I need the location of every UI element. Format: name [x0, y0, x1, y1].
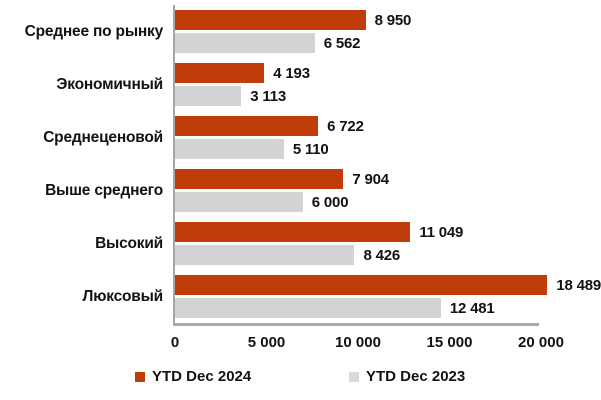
legend-item-ytd-dec-2023: YTD Dec 2023: [349, 368, 465, 385]
legend: YTD Dec 2024 YTD Dec 2023: [0, 368, 601, 388]
bar-line: 18 489: [175, 275, 601, 295]
bar-group: 7 904 6 000: [173, 164, 601, 217]
chart-rows: Среднее по рынку 8 950 6 562 Экономичный 4 1…: [0, 5, 601, 323]
legend-label: YTD Dec 2024: [152, 368, 252, 385]
bar-line: 3 113: [175, 86, 601, 106]
bar-line: 6 722: [175, 116, 601, 136]
bar-line: 6 000: [175, 192, 601, 212]
value-label: 5 110: [292, 140, 329, 158]
category-label: Среднеценовой: [43, 128, 163, 146]
bar-ytd-dec-2024: [175, 275, 548, 295]
bar-ytd-dec-2023: [175, 298, 441, 318]
bar-ytd-dec-2023: [175, 245, 355, 265]
category-label: Люксовый: [82, 287, 164, 305]
category-label: Экономичный: [56, 75, 163, 93]
chart-row: Люксовый 18 489 12 481: [0, 270, 601, 323]
x-tick: 5 000: [247, 334, 286, 351]
bar-ytd-dec-2024: [175, 222, 411, 242]
bar-ytd-dec-2024: [175, 169, 344, 189]
chart-row: Выше среднего 7 904 6 000: [0, 164, 601, 217]
value-label: 6 000: [311, 193, 349, 211]
value-label: 18 489: [556, 276, 601, 294]
x-tick: 20 000: [518, 334, 564, 351]
category-label: Выше среднего: [45, 181, 163, 199]
chart-row: Среднеценовой 6 722 5 110: [0, 111, 601, 164]
x-axis-ticks: 0 5 000 10 000 15 000 20 000: [171, 334, 564, 356]
category-label: Высокий: [95, 234, 163, 252]
plot-area: Среднее по рынку 8 950 6 562 Экономичный 4 1…: [0, 5, 601, 388]
bar-group: 18 489 12 481: [173, 270, 601, 323]
value-label: 11 049: [419, 223, 464, 241]
legend-swatch-icon: [135, 371, 145, 382]
legend-item-ytd-dec-2024: YTD Dec 2024: [135, 368, 251, 385]
legend-swatch-icon: [349, 371, 359, 382]
chart-row: Высокий 11 049 8 426: [0, 217, 601, 270]
bar-group: 6 722 5 110: [173, 111, 601, 164]
bar-line: 6 562: [175, 33, 601, 53]
bar-line: 12 481: [175, 298, 601, 318]
value-label: 8 426: [363, 246, 401, 264]
bar-group: 11 049 8 426: [173, 217, 601, 270]
bar-ytd-dec-2024: [175, 10, 366, 30]
bar-line: 8 950: [175, 10, 601, 30]
chart-row: Среднее по рынку 8 950 6 562: [0, 5, 601, 58]
bar-ytd-dec-2024: [175, 116, 319, 136]
value-label: 7 904: [352, 170, 389, 188]
x-tick: 10 000: [335, 334, 381, 351]
bar-line: 8 426: [175, 245, 601, 265]
category-label: Среднее по рынку: [24, 22, 164, 40]
x-axis-line: [173, 323, 539, 326]
bar-group: 4 193 3 113: [173, 58, 601, 111]
bar-group: 8 950 6 562: [173, 5, 601, 58]
bar-ytd-dec-2023: [175, 33, 315, 53]
x-tick: 0: [170, 334, 180, 351]
value-label: 6 562: [323, 34, 361, 52]
bar-ytd-dec-2024: [175, 63, 265, 83]
value-label: 6 722: [327, 117, 364, 135]
legend-label: YTD Dec 2023: [366, 368, 466, 385]
bar-ytd-dec-2023: [175, 86, 242, 106]
value-label: 4 193: [273, 64, 310, 82]
bar-ytd-dec-2023: [175, 192, 303, 212]
value-label: 8 950: [374, 11, 412, 29]
bar-line: 5 110: [175, 139, 601, 159]
chart-row: Экономичный 4 193 3 113: [0, 58, 601, 111]
bar-line: 11 049: [175, 222, 601, 242]
bar-ytd-dec-2023: [175, 139, 284, 159]
x-tick: 15 000: [426, 334, 473, 351]
value-label: 3 113: [250, 87, 287, 105]
value-label: 12 481: [449, 299, 495, 317]
bar-line: 7 904: [175, 169, 601, 189]
bar-line: 4 193: [175, 63, 601, 83]
